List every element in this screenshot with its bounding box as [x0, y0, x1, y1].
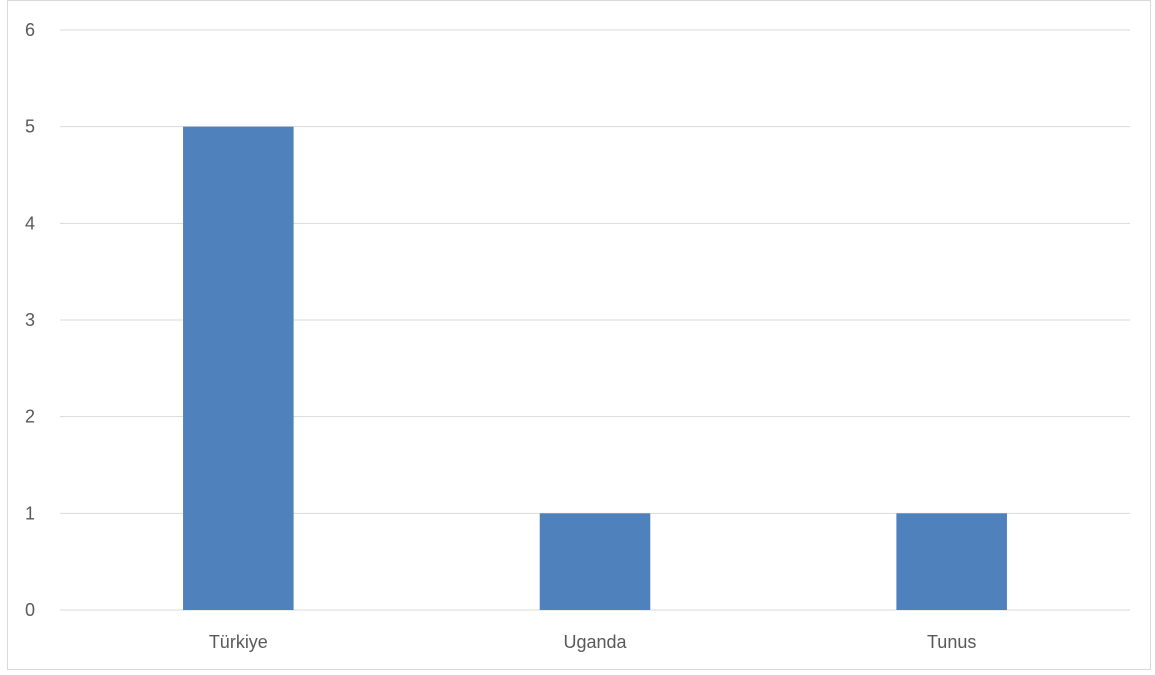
x-axis-tick-labels: Türkiye Uganda Tunus — [209, 632, 977, 652]
y-tick-label: 2 — [25, 407, 35, 427]
x-tick-label: Türkiye — [209, 632, 268, 652]
y-tick-label: 5 — [25, 117, 35, 137]
x-tick-label: Uganda — [563, 632, 627, 652]
y-tick-label: 6 — [25, 20, 35, 40]
x-tick-label: Tunus — [927, 632, 976, 652]
y-tick-label: 3 — [25, 310, 35, 330]
bar-türkiye — [183, 126, 294, 611]
y-tick-label: 0 — [25, 600, 35, 620]
y-tick-label: 1 — [25, 503, 35, 523]
bar-uganda — [539, 513, 651, 610]
bar-tunus — [896, 513, 1007, 610]
bars — [183, 126, 1007, 611]
y-tick-label: 4 — [25, 213, 35, 233]
y-axis-tick-labels: 0 1 2 3 4 5 6 — [25, 20, 35, 620]
